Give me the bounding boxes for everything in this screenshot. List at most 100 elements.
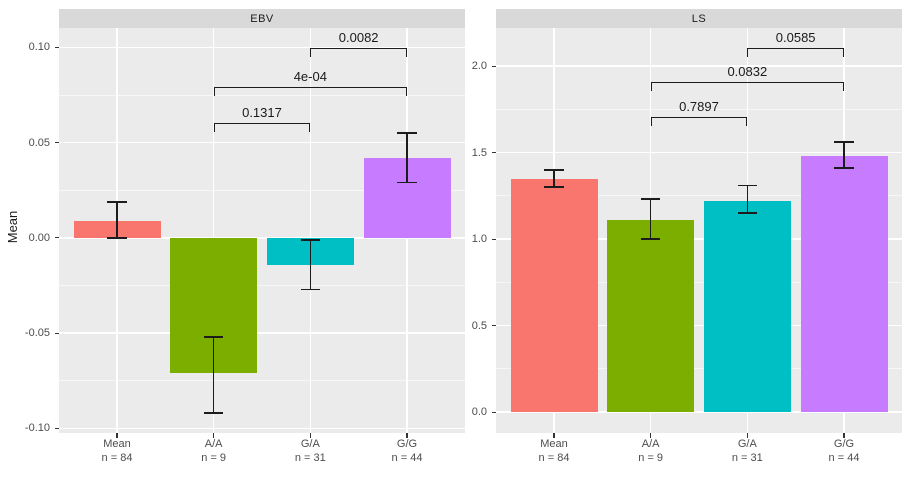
significance-bracket (213, 86, 407, 96)
x-tick-label: G/A n = 31 (262, 438, 358, 465)
significance-label: 0.1317 (242, 104, 282, 120)
error-bar-line (553, 169, 555, 188)
y-tick-mark (54, 46, 59, 48)
gridline-major (496, 238, 902, 240)
y-tick-mark (491, 238, 496, 240)
x-tick-mark (843, 433, 845, 438)
error-bar-line (309, 239, 312, 290)
x-tick-mark (213, 433, 215, 438)
y-tick-label: 0.00 (28, 231, 50, 244)
gridline-minor (59, 189, 465, 191)
y-tick-mark (491, 325, 496, 327)
y-tick-label: 0.05 (28, 136, 50, 149)
facet-strip-ebv: EBV (59, 9, 465, 28)
category-label: A/A (204, 438, 223, 450)
gridline-minor (59, 94, 465, 96)
error-bar-line (116, 201, 118, 238)
y-tick-mark (54, 332, 59, 334)
gridline-major (496, 151, 902, 154)
category-label: G/A (300, 438, 320, 450)
category-count: n = 84 (101, 451, 133, 464)
y-tick-label: -0.05 (24, 327, 50, 340)
category-label: G/A (737, 438, 757, 450)
bar-gg-ls (800, 156, 888, 413)
error-bar-cap-top (834, 141, 854, 143)
y-tick-label: -0.10 (24, 422, 50, 435)
error-bar-cap-bottom (641, 238, 661, 240)
y-tick-label: 1.0 (471, 233, 487, 246)
gridline-major (496, 65, 902, 67)
error-bar-cap-top (737, 184, 757, 187)
y-tick-label: 1.5 (471, 146, 487, 159)
category-count: n = 44 (828, 451, 860, 464)
gridline-major (496, 411, 902, 413)
x-tick-label: G/G n = 44 (359, 438, 455, 465)
error-bar-line (649, 199, 652, 240)
significance-label: 0.0082 (338, 30, 379, 45)
error-bar-line (406, 133, 408, 183)
y-tick-label: 2.0 (471, 60, 487, 73)
y-tick-mark (491, 152, 496, 154)
gridline-minor (496, 195, 902, 197)
category-label: A/A (641, 438, 660, 450)
category-count: n = 31 (731, 451, 763, 464)
error-bar-line (746, 185, 749, 214)
gridline-major (496, 324, 902, 327)
significance-label: 0.0832 (727, 63, 768, 79)
gridline-major (59, 237, 465, 239)
error-bar-cap-top (544, 169, 564, 171)
significance-bracket (213, 122, 311, 132)
x-tick-label: A/A n = 9 (166, 438, 262, 465)
x-tick-label: Mean n = 84 (506, 438, 602, 465)
category-label: Mean (540, 438, 568, 450)
error-bar-cap-bottom (544, 186, 564, 188)
gridline-major (59, 141, 465, 144)
bar-aa-ls (607, 220, 695, 413)
category-count: n = 9 (201, 451, 227, 464)
y-tick-mark (491, 65, 496, 67)
category-count: n = 9 (638, 451, 664, 464)
category-count: n = 84 (538, 451, 570, 464)
error-bar-cap-bottom (397, 181, 417, 184)
significance-label: 0.7897 (679, 99, 719, 115)
gridline-major (59, 46, 465, 49)
category-label: G/G (833, 438, 855, 450)
error-bar-cap-top (300, 239, 320, 241)
bar-ga-ls (703, 201, 791, 413)
category-label: Mean (103, 438, 131, 450)
gridline-major (59, 427, 465, 430)
x-tick-label: G/G n = 44 (796, 438, 892, 465)
significance-bracket (747, 48, 844, 58)
gridline-minor (496, 108, 902, 110)
facet-title-ls: LS (691, 12, 707, 25)
x-tick-label: A/A n = 9 (603, 438, 699, 465)
error-bar-cap-top (107, 200, 127, 203)
x-tick-mark (553, 433, 555, 438)
gridline-minor (496, 281, 902, 283)
error-bar-cap-bottom (204, 412, 224, 414)
error-bar-cap-top (641, 198, 661, 201)
gridline-vertical (212, 28, 215, 433)
x-tick-mark (406, 433, 408, 438)
x-tick-label: Mean n = 84 (69, 438, 165, 465)
y-tick-mark (491, 411, 496, 413)
x-tick-mark (309, 433, 311, 438)
bar-mean-ls (510, 178, 598, 413)
x-tick-mark (650, 433, 652, 438)
x-tick-mark (746, 433, 748, 438)
gridline-major (59, 332, 465, 334)
x-tick-mark (116, 433, 118, 438)
y-tick-mark (54, 142, 59, 144)
facet-title-ebv: EBV (250, 12, 274, 25)
error-bar-line (843, 142, 845, 169)
x-tick-label: G/A n = 31 (699, 438, 795, 465)
gridline-minor (59, 285, 465, 286)
significance-bracket (650, 81, 844, 91)
significance-label: 0.0585 (775, 30, 816, 46)
error-bar-cap-bottom (107, 237, 127, 239)
error-bar-cap-bottom (300, 288, 320, 291)
gridline-vertical (309, 28, 312, 433)
error-bar-line (212, 336, 215, 414)
error-bar-cap-top (204, 336, 224, 338)
